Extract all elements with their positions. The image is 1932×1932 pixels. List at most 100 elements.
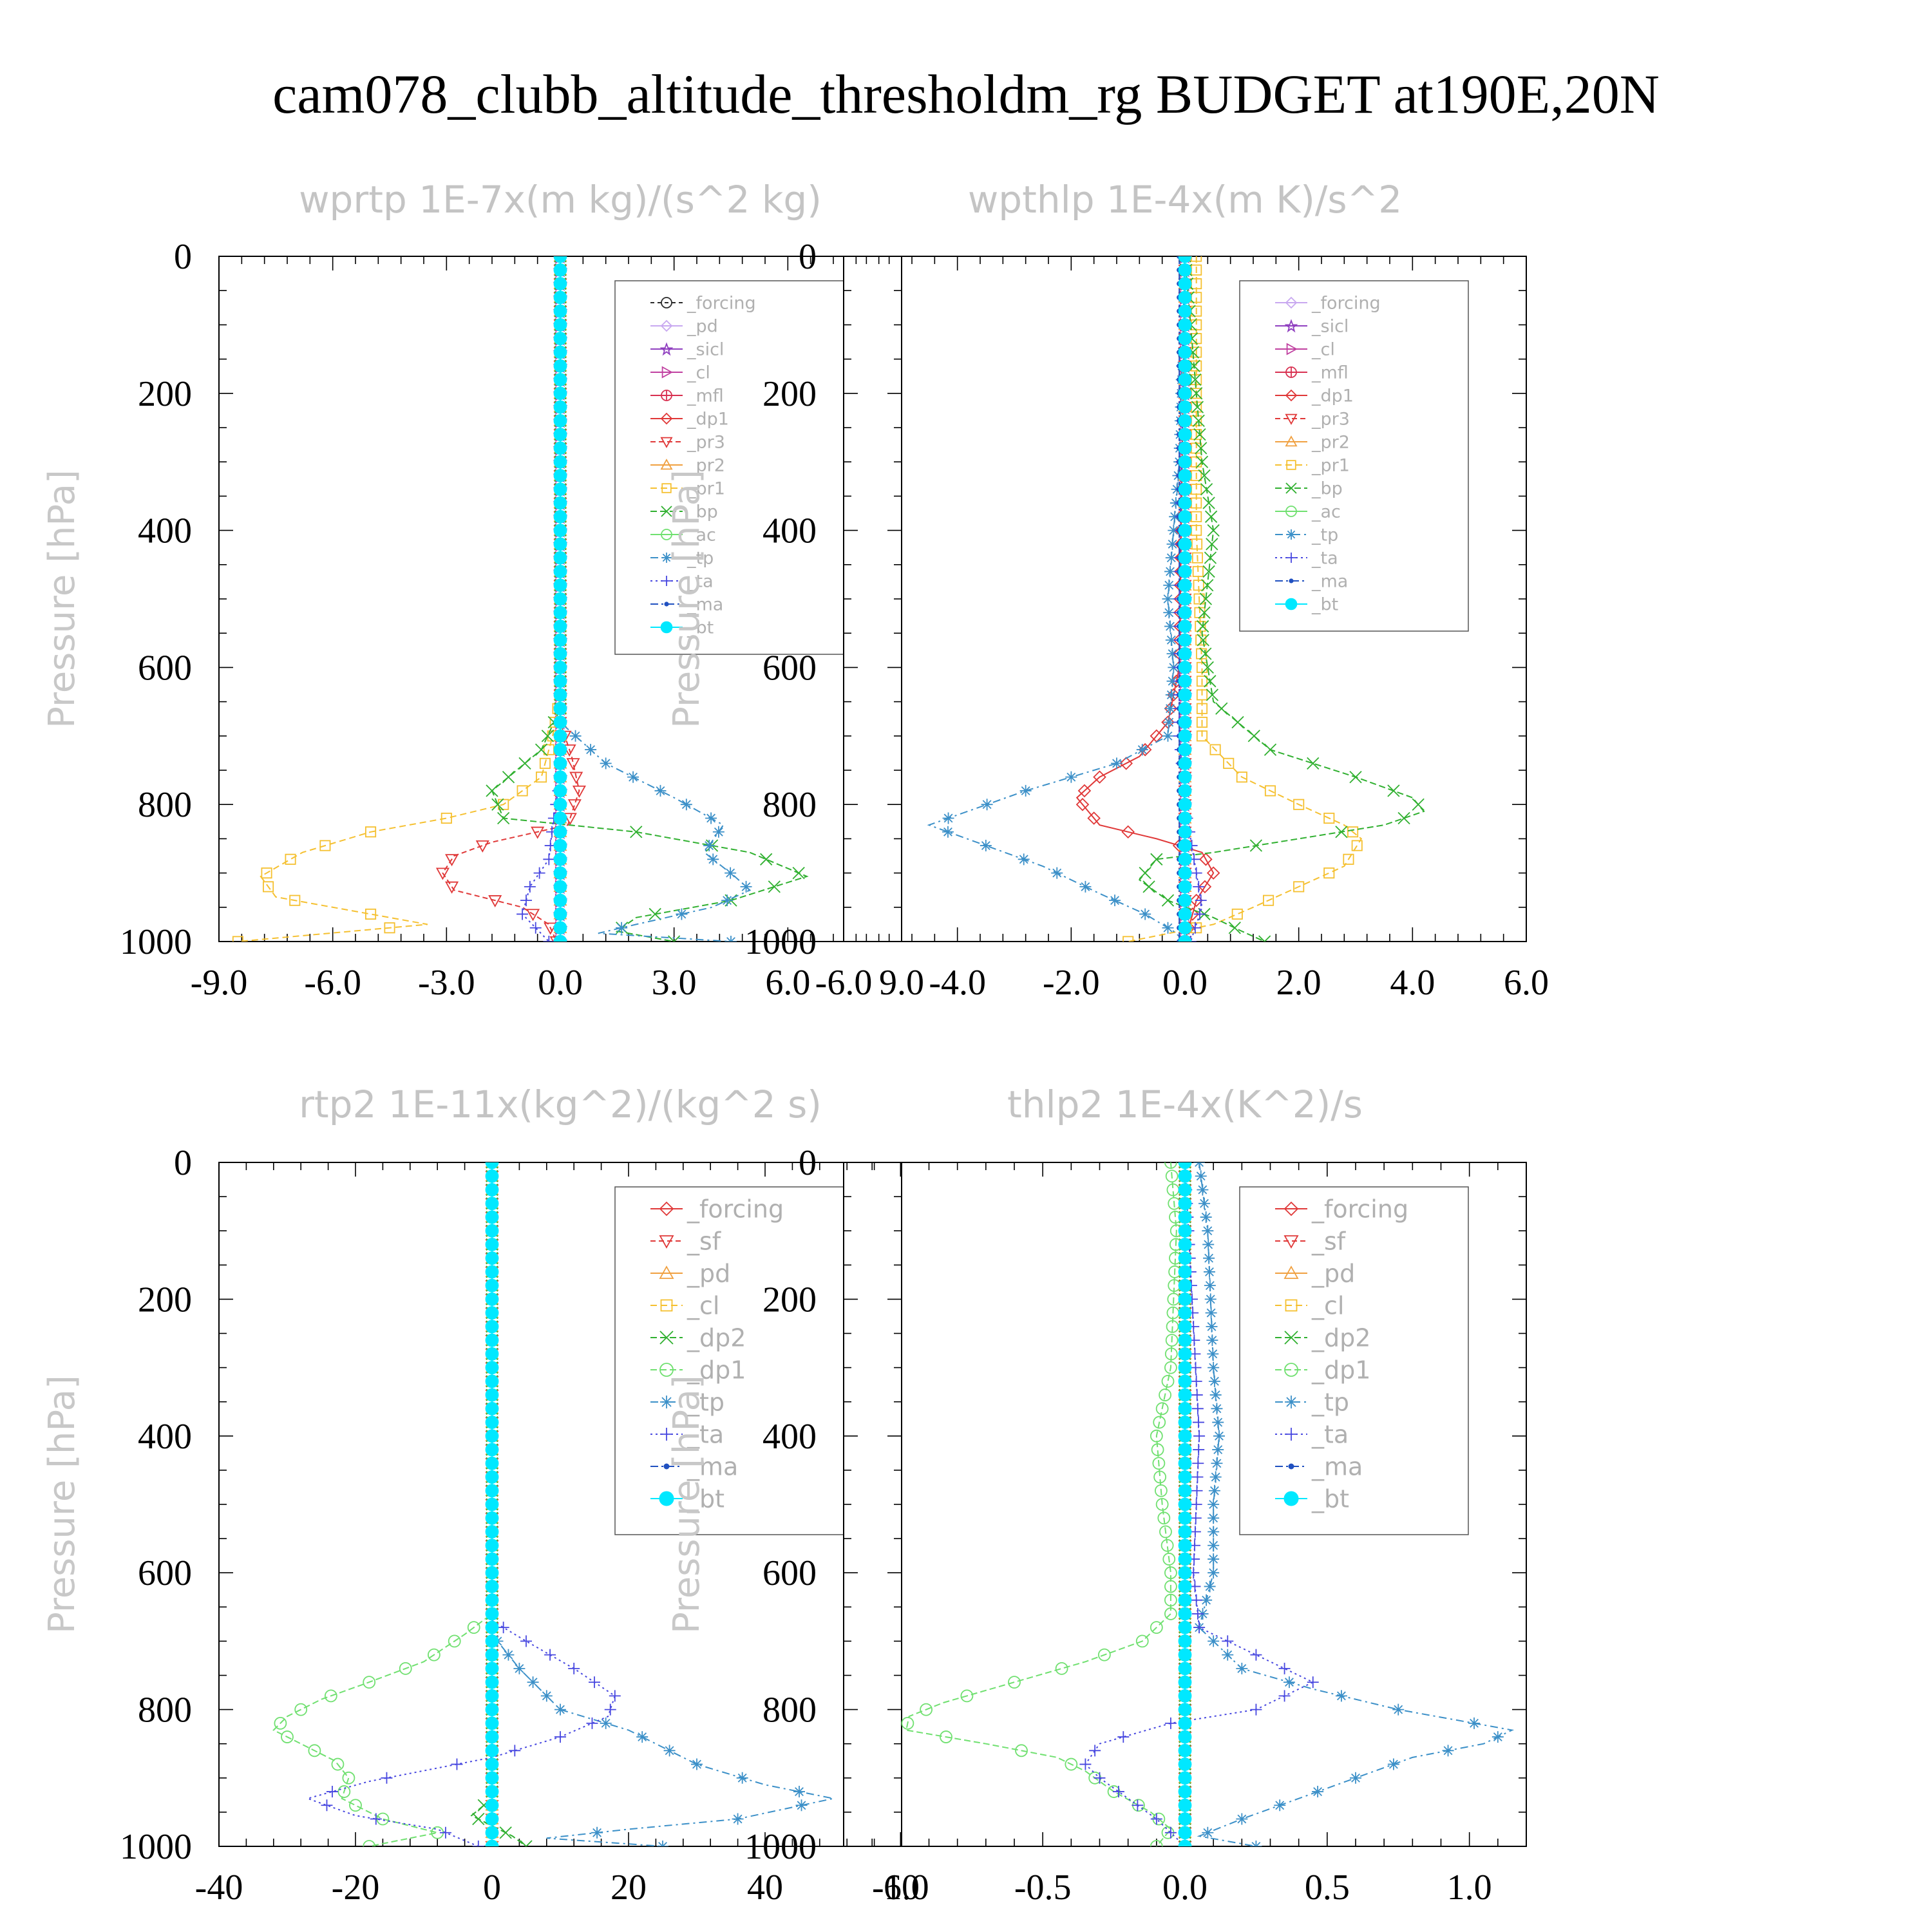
y-tick-label: 400 bbox=[762, 1417, 817, 1457]
data-point bbox=[1178, 1183, 1192, 1197]
series-line bbox=[1128, 256, 1363, 942]
data-point bbox=[485, 1785, 499, 1799]
data-point bbox=[1178, 1333, 1192, 1347]
legend-label: _cl bbox=[687, 363, 710, 383]
legend-item: _ta bbox=[1275, 1421, 1349, 1449]
legend-item: _pr2 bbox=[1275, 433, 1350, 453]
series-bt bbox=[1178, 256, 1192, 942]
data-point bbox=[1079, 880, 1092, 893]
data-point bbox=[285, 853, 296, 865]
chart-panel-4: thlp2 1E-4x(K^2)/s Pressure [hPa] 0 200 400 6… bbox=[666, 1083, 1527, 1908]
legend-marker bbox=[659, 342, 674, 356]
data-point bbox=[289, 895, 301, 906]
data-point bbox=[721, 895, 734, 907]
legend-item: _ma bbox=[650, 1453, 738, 1481]
data-point bbox=[1178, 1470, 1192, 1484]
data-point bbox=[1236, 772, 1247, 783]
data-point bbox=[1323, 812, 1335, 824]
legend-label: _tp bbox=[687, 549, 714, 569]
legend-item: _sicl bbox=[1275, 317, 1349, 337]
data-point bbox=[636, 1731, 649, 1743]
x-tick-label: -9.0 bbox=[191, 963, 248, 1003]
data-point bbox=[1178, 784, 1192, 798]
data-point bbox=[485, 1456, 499, 1470]
data-point bbox=[1165, 1170, 1179, 1183]
data-point bbox=[1178, 428, 1192, 442]
data-point bbox=[1468, 1717, 1481, 1729]
data-point bbox=[513, 1662, 526, 1674]
data-point bbox=[1164, 620, 1177, 632]
series-line bbox=[491, 1162, 834, 1846]
data-point bbox=[485, 1511, 499, 1525]
data-point bbox=[1015, 1744, 1028, 1757]
data-point bbox=[485, 1293, 499, 1306]
data-point bbox=[1247, 730, 1260, 743]
data-point bbox=[1055, 1662, 1068, 1675]
data-point bbox=[1136, 744, 1148, 756]
data-point bbox=[1178, 729, 1192, 743]
data-point bbox=[1178, 318, 1192, 332]
data-point bbox=[1065, 1757, 1078, 1771]
data-point bbox=[940, 1730, 952, 1743]
legend-item: _tp bbox=[650, 1388, 724, 1417]
data-point bbox=[502, 1649, 515, 1661]
data-point bbox=[1178, 1265, 1192, 1279]
series-line bbox=[470, 1162, 527, 1846]
data-point bbox=[1178, 1374, 1192, 1388]
data-point bbox=[553, 907, 567, 921]
data-point bbox=[1139, 866, 1151, 880]
legend-marker bbox=[660, 459, 673, 470]
data-point bbox=[1208, 1635, 1220, 1647]
data-point bbox=[1178, 256, 1192, 263]
data-point bbox=[1178, 1839, 1192, 1846]
data-point bbox=[1200, 1211, 1212, 1223]
legend-marker bbox=[660, 1428, 673, 1441]
x-tick-label: -6.0 bbox=[815, 963, 873, 1003]
data-point bbox=[1350, 1772, 1361, 1784]
data-point bbox=[712, 826, 724, 838]
legend-item: _ta bbox=[650, 1421, 724, 1449]
data-point bbox=[1387, 1758, 1399, 1770]
data-point bbox=[1195, 455, 1209, 468]
data-point bbox=[553, 400, 567, 414]
data-point bbox=[553, 551, 567, 565]
data-point bbox=[1165, 1334, 1179, 1347]
data-point bbox=[308, 1744, 321, 1757]
data-point bbox=[1178, 921, 1192, 935]
data-point bbox=[1111, 757, 1122, 770]
legend-marker bbox=[659, 1265, 674, 1279]
y-tick-label: 1000 bbox=[120, 922, 192, 962]
data-point bbox=[1190, 1499, 1202, 1510]
series-line bbox=[442, 256, 580, 942]
legend-item: _sicl bbox=[650, 340, 724, 360]
x-tick-label: 40 bbox=[747, 1868, 783, 1908]
y-tick-label: 1000 bbox=[120, 1827, 192, 1867]
data-point bbox=[1263, 895, 1274, 906]
data-point bbox=[1208, 1484, 1220, 1497]
data-point bbox=[1208, 1539, 1220, 1551]
data-point bbox=[1195, 621, 1206, 632]
legend-item: _pd bbox=[650, 1260, 730, 1288]
data-point bbox=[529, 922, 542, 934]
data-point bbox=[553, 455, 567, 469]
data-point bbox=[1178, 263, 1192, 277]
data-point bbox=[485, 1771, 499, 1785]
data-point bbox=[1112, 1786, 1124, 1798]
legend-label: _pd bbox=[687, 1260, 730, 1288]
data-point bbox=[553, 290, 567, 305]
data-point bbox=[1178, 1620, 1192, 1634]
data-point bbox=[485, 1278, 499, 1293]
x-tick-label: 20 bbox=[611, 1868, 647, 1908]
data-point bbox=[370, 1813, 382, 1825]
legend-item: _ma bbox=[650, 595, 723, 615]
data-point bbox=[1178, 345, 1192, 359]
legend-marker bbox=[659, 1331, 674, 1345]
data-point bbox=[585, 744, 597, 756]
data-point bbox=[331, 1757, 345, 1771]
data-point bbox=[488, 895, 502, 908]
data-point bbox=[1087, 811, 1101, 825]
legend-label: _mfl bbox=[1311, 363, 1349, 383]
data-point bbox=[485, 1306, 499, 1320]
legend-item: _bt bbox=[1275, 1485, 1349, 1513]
data-point bbox=[486, 784, 498, 797]
